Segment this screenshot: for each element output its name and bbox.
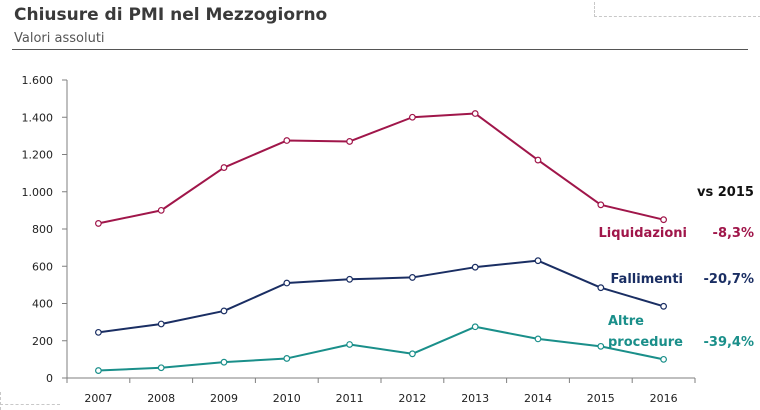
x-tick-label: 2012 xyxy=(398,392,426,405)
data-point-liquidazioni xyxy=(94,220,102,227)
chart-title: Chiusure di PMI nel Mezzogiorno xyxy=(14,5,328,25)
x-tick-label: 2008 xyxy=(147,392,175,405)
data-point-fallimenti xyxy=(597,284,605,292)
data-point-altre-procedure xyxy=(220,358,228,366)
data-point-altre-procedure xyxy=(94,367,102,374)
data-point-liquidazioni xyxy=(409,113,416,121)
data-point-fallimenti xyxy=(534,257,542,265)
data-point-fallimenti xyxy=(283,279,291,287)
data-point-altre-procedure xyxy=(283,355,291,362)
x-tick-label: 2011 xyxy=(336,392,364,405)
y-tick-label: 400 xyxy=(32,298,53,311)
data-point-liquidazioni xyxy=(283,137,291,144)
data-point-fallimenti xyxy=(157,320,165,328)
decorative-dashed-corner xyxy=(594,2,760,17)
decorative-dashed-edge-bottom xyxy=(0,404,60,405)
data-point-liquidazioni xyxy=(597,201,605,209)
series-line-liquidazioni xyxy=(98,112,664,225)
y-tick-label: 600 xyxy=(32,260,53,273)
y-tick-label: 800 xyxy=(32,223,53,236)
decorative-dashed-edge xyxy=(0,392,1,410)
x-tick-label: 2007 xyxy=(84,392,112,405)
vs-2015-label: vs 2015 xyxy=(697,185,754,200)
x-tick-label: 2010 xyxy=(273,392,301,405)
data-point-altre-procedure xyxy=(597,342,605,350)
x-tick-label: 2014 xyxy=(524,392,552,405)
data-point-liquidazioni xyxy=(660,216,667,224)
series-line-fallimenti xyxy=(98,259,664,334)
y-tick-label: 1.400 xyxy=(22,111,54,124)
data-point-liquidazioni xyxy=(346,138,354,145)
data-point-liquidazioni xyxy=(157,206,165,214)
y-tick-label: 1.000 xyxy=(22,186,54,199)
liquidazioni-change: -8,3% xyxy=(713,226,754,241)
data-point-liquidazioni xyxy=(220,164,228,171)
x-tick-label: 2015 xyxy=(587,392,615,405)
y-tick-label: 0 xyxy=(46,372,53,385)
x-tick-label: 2009 xyxy=(210,392,238,405)
fallimenti-change: -20,7% xyxy=(704,272,755,287)
data-point-fallimenti xyxy=(220,307,228,315)
y-tick-label: 1.200 xyxy=(22,149,54,162)
altre-label-line1: Altre xyxy=(608,314,644,329)
data-point-altre-procedure xyxy=(409,350,416,358)
data-point-fallimenti xyxy=(409,274,416,281)
data-point-fallimenti xyxy=(346,275,354,283)
data-point-fallimenti xyxy=(660,302,667,310)
chart-subtitle: Valori assoluti xyxy=(14,31,105,46)
y-tick-label: 1.600 xyxy=(22,74,54,87)
x-tick-label: 2013 xyxy=(461,392,489,405)
data-point-altre-procedure xyxy=(660,355,667,363)
y-tick-label: 200 xyxy=(32,335,53,348)
data-point-liquidazioni xyxy=(534,156,542,164)
fallimenti-label: Fallimenti xyxy=(610,272,683,287)
data-point-altre-procedure xyxy=(471,323,479,331)
altre-change: -39,4% xyxy=(704,335,755,350)
data-point-fallimenti xyxy=(471,263,479,271)
chart-axes: 0 200 400 600 800 1.000 1.200 1.400 1.600 2007 200… xyxy=(22,74,696,405)
data-point-altre-procedure xyxy=(157,364,165,372)
title-divider xyxy=(12,49,748,50)
liquidazioni-label: Liquidazioni xyxy=(599,226,688,241)
data-point-altre-procedure xyxy=(534,335,542,343)
data-point-altre-procedure xyxy=(346,341,354,348)
chart-series xyxy=(94,110,667,374)
data-point-liquidazioni xyxy=(471,110,479,117)
series-line-altre-procedure xyxy=(98,325,664,372)
altre-label-line2: procedure xyxy=(608,335,683,350)
data-point-fallimenti xyxy=(94,328,102,336)
x-tick-label: 2016 xyxy=(650,392,678,405)
